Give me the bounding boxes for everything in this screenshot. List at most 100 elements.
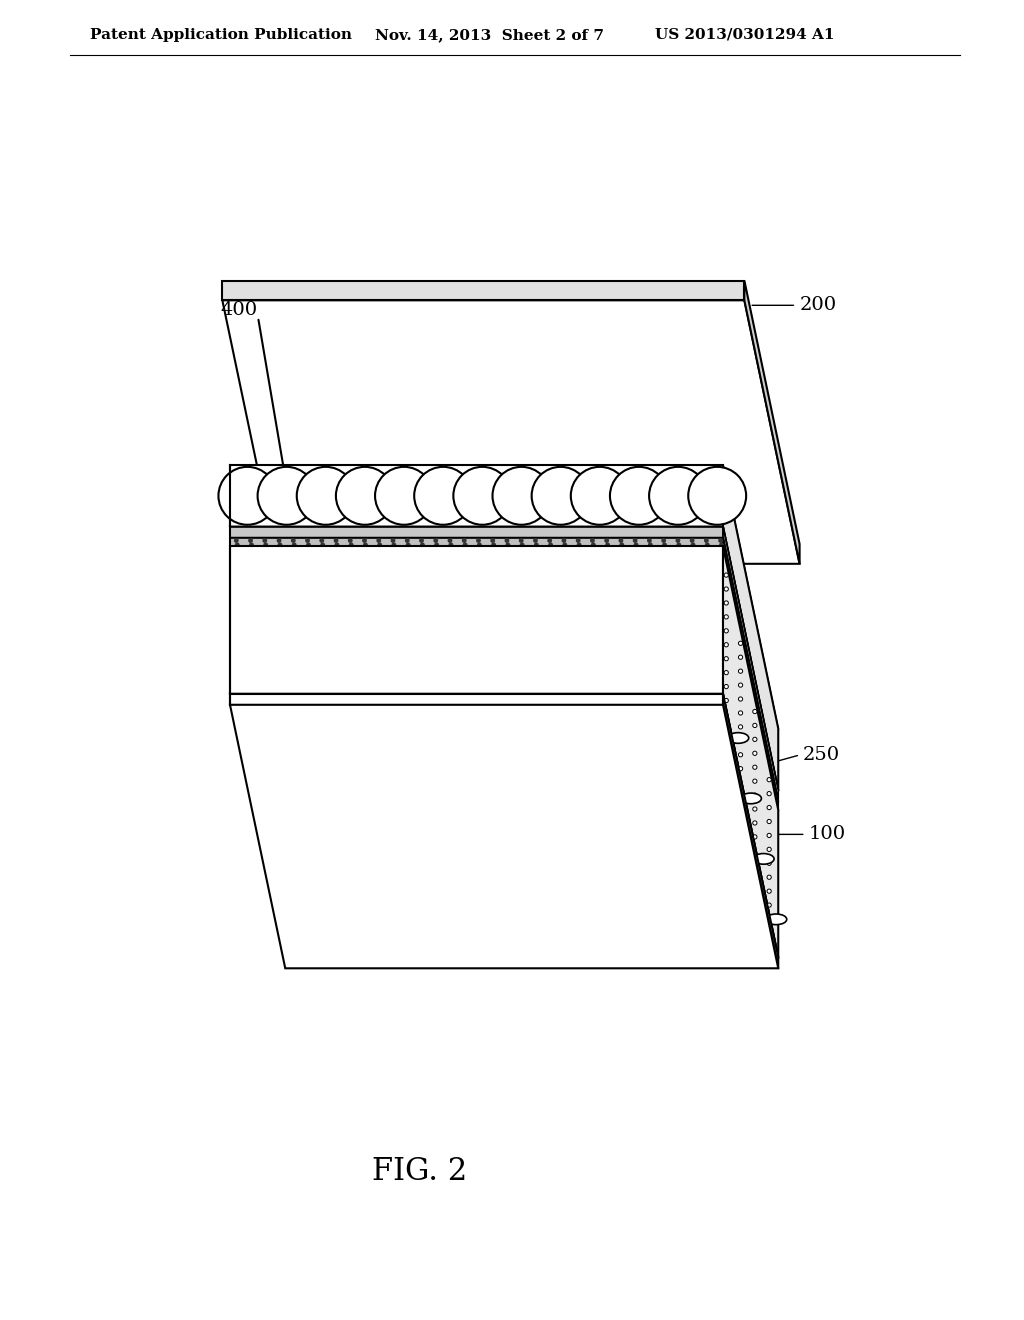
Circle shape <box>335 543 339 548</box>
Circle shape <box>767 833 771 838</box>
Ellipse shape <box>613 824 634 834</box>
Circle shape <box>234 543 240 548</box>
Circle shape <box>738 642 742 645</box>
Ellipse shape <box>469 944 490 954</box>
Ellipse shape <box>443 824 465 834</box>
Circle shape <box>348 539 352 543</box>
Ellipse shape <box>700 913 722 924</box>
Circle shape <box>690 539 694 543</box>
Circle shape <box>434 543 439 548</box>
Circle shape <box>724 698 728 702</box>
Ellipse shape <box>556 824 578 834</box>
Circle shape <box>718 539 723 543</box>
Circle shape <box>577 543 582 548</box>
Ellipse shape <box>682 884 703 895</box>
Circle shape <box>334 539 339 543</box>
Ellipse shape <box>487 763 509 774</box>
Polygon shape <box>230 537 778 801</box>
Circle shape <box>449 543 454 548</box>
Ellipse shape <box>571 913 593 924</box>
Ellipse shape <box>676 793 696 804</box>
Ellipse shape <box>657 763 678 774</box>
Ellipse shape <box>365 854 386 865</box>
Ellipse shape <box>469 733 490 743</box>
Circle shape <box>604 539 609 543</box>
Polygon shape <box>230 546 778 810</box>
Circle shape <box>406 543 411 548</box>
Ellipse shape <box>559 854 581 865</box>
Ellipse shape <box>636 913 657 924</box>
Ellipse shape <box>588 702 609 713</box>
Circle shape <box>738 711 742 715</box>
Ellipse shape <box>474 702 496 713</box>
Circle shape <box>767 875 771 879</box>
Ellipse shape <box>404 733 426 743</box>
Circle shape <box>476 539 481 543</box>
Circle shape <box>753 821 757 825</box>
Circle shape <box>548 543 553 548</box>
Circle shape <box>493 467 551 525</box>
Ellipse shape <box>740 793 762 804</box>
Circle shape <box>738 697 742 701</box>
Ellipse shape <box>273 824 295 834</box>
Ellipse shape <box>600 763 622 774</box>
Circle shape <box>391 543 396 548</box>
Circle shape <box>738 739 742 743</box>
Polygon shape <box>723 537 778 810</box>
Circle shape <box>463 543 468 548</box>
Circle shape <box>753 779 757 783</box>
Text: 250: 250 <box>803 746 841 764</box>
Circle shape <box>719 543 724 548</box>
Polygon shape <box>230 465 778 729</box>
Circle shape <box>634 543 639 548</box>
Ellipse shape <box>355 944 377 954</box>
Circle shape <box>319 539 325 543</box>
Circle shape <box>547 539 552 543</box>
Circle shape <box>753 738 757 742</box>
Circle shape <box>724 628 728 634</box>
Circle shape <box>492 543 496 548</box>
Circle shape <box>767 890 771 894</box>
Ellipse shape <box>544 763 565 774</box>
Circle shape <box>610 467 668 525</box>
Circle shape <box>753 766 757 770</box>
Ellipse shape <box>249 702 269 713</box>
Circle shape <box>676 539 680 543</box>
Circle shape <box>305 539 310 543</box>
Ellipse shape <box>738 884 760 895</box>
Ellipse shape <box>374 763 395 774</box>
Circle shape <box>647 539 652 543</box>
Circle shape <box>520 543 524 548</box>
Circle shape <box>738 682 742 688</box>
Circle shape <box>753 723 757 727</box>
Ellipse shape <box>695 944 716 954</box>
Circle shape <box>404 539 410 543</box>
Ellipse shape <box>413 944 433 954</box>
Circle shape <box>377 543 382 548</box>
Circle shape <box>724 656 728 661</box>
Circle shape <box>505 539 509 543</box>
Ellipse shape <box>418 702 439 713</box>
Ellipse shape <box>288 793 309 804</box>
Text: Patent Application Publication: Patent Application Publication <box>90 28 352 42</box>
Circle shape <box>724 685 728 689</box>
Circle shape <box>677 543 681 548</box>
Circle shape <box>738 655 742 660</box>
Ellipse shape <box>598 733 620 743</box>
Polygon shape <box>230 465 723 527</box>
Ellipse shape <box>430 854 451 865</box>
Ellipse shape <box>275 733 296 743</box>
Ellipse shape <box>399 884 421 895</box>
Circle shape <box>767 861 771 866</box>
Circle shape <box>377 539 381 543</box>
Circle shape <box>724 643 728 647</box>
Circle shape <box>738 767 742 771</box>
Ellipse shape <box>753 854 774 865</box>
Circle shape <box>321 543 325 548</box>
Polygon shape <box>723 527 778 801</box>
Circle shape <box>419 539 424 543</box>
Polygon shape <box>723 465 778 791</box>
Circle shape <box>218 467 276 525</box>
Circle shape <box>278 543 283 548</box>
Circle shape <box>575 539 581 543</box>
